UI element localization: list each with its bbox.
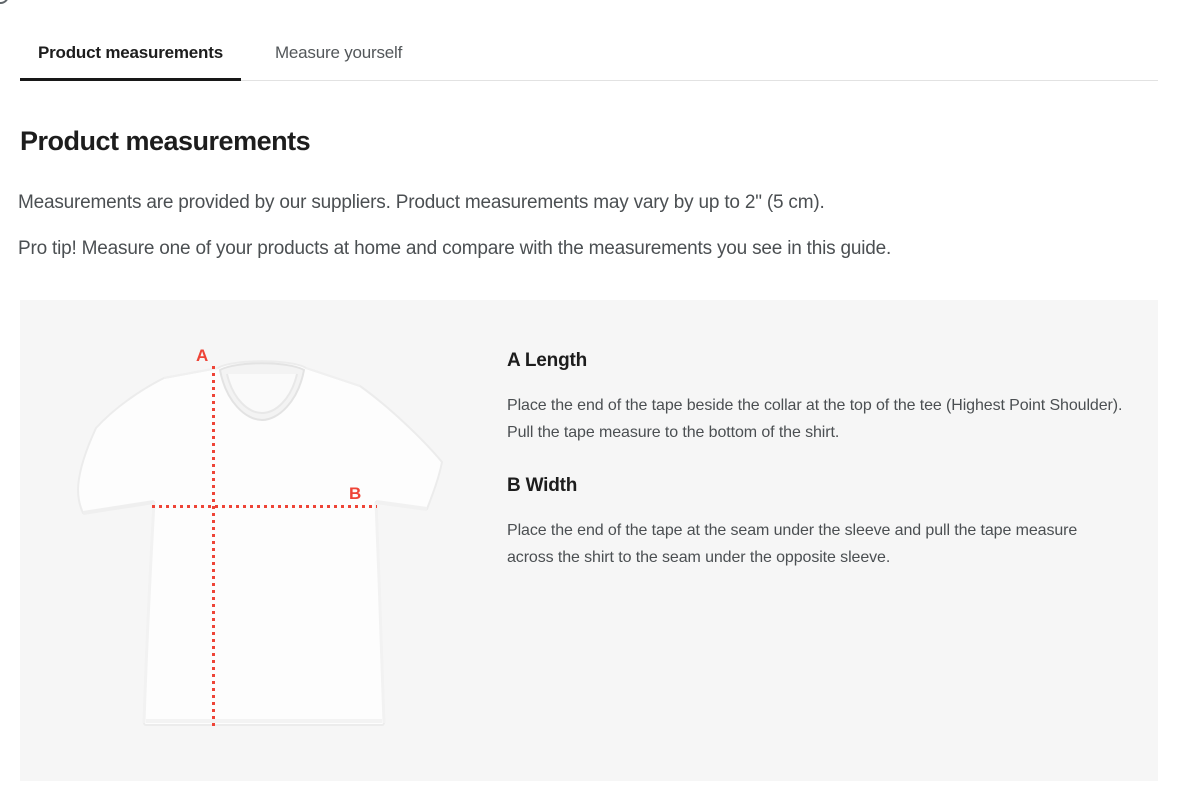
pro-tip-paragraph: Pro tip! Measure one of your products at…: [18, 238, 892, 259]
measurement-guide-panel: A B A Length Place the end of the tape b…: [20, 300, 1158, 781]
length-measure-line: [212, 366, 215, 727]
width-heading: B Width: [507, 475, 578, 496]
tab-measure-yourself[interactable]: Measure yourself: [274, 43, 403, 62]
measure-label-a: A: [196, 346, 209, 365]
length-heading: A Length: [507, 350, 588, 371]
intro-section: Measurements are provided by our supplie…: [0, 190, 1181, 261]
tab-product-measurements[interactable]: Product measurements: [20, 29, 241, 81]
partial-circle-artifact: [0, 0, 9, 4]
intro-paragraph: Measurements are provided by our supplie…: [18, 192, 825, 213]
measurement-descriptions: A Length Place the end of the tape besid…: [507, 350, 1127, 600]
width-description: Place the end of the tape at the seam un…: [507, 522, 1078, 566]
size-guide-tab-bar: Product measurements Measure yourself: [20, 0, 1158, 81]
length-description: Place the end of the tape beside the col…: [507, 397, 1123, 441]
width-measure-line: [152, 505, 377, 508]
measure-label-b: B: [349, 484, 362, 503]
tshirt-diagram-image: [77, 360, 443, 726]
page-title: Product measurements: [20, 126, 311, 156]
